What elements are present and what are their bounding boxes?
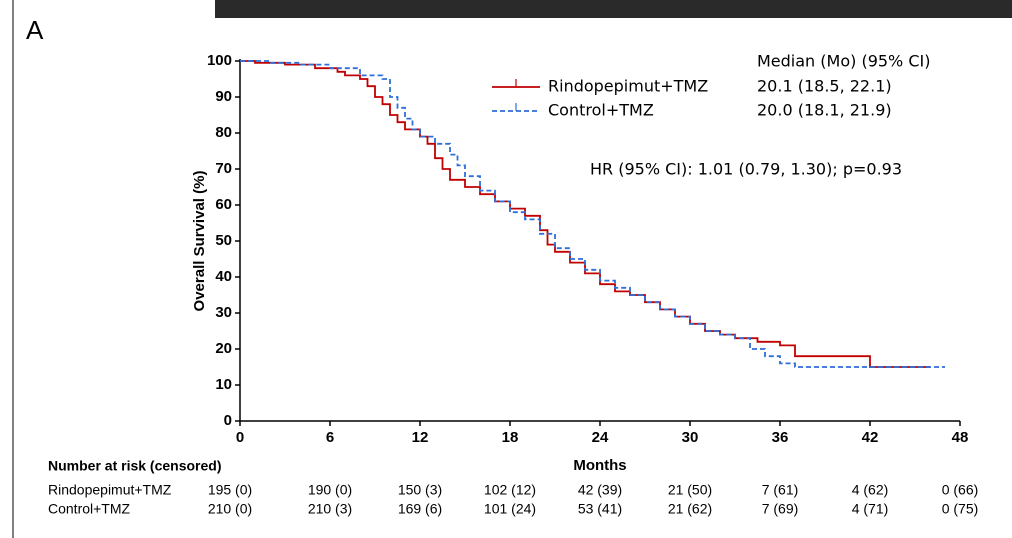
y-tick-label: 40 [215, 268, 232, 285]
risk-value: 21 (62) [668, 501, 712, 517]
risk-value: 190 (0) [308, 482, 352, 498]
y-tick-label: 80 [215, 124, 232, 141]
risk-value: 53 (41) [578, 501, 622, 517]
risk-value: 0 (66) [942, 482, 979, 498]
risk-value: 0 (75) [942, 501, 979, 517]
y-tick-label: 10 [215, 376, 232, 393]
risk-value: 150 (3) [398, 482, 442, 498]
x-tick-label: 48 [952, 429, 969, 446]
image-strip [215, 0, 1012, 18]
y-axis-label: Overall Survival (%) [191, 171, 208, 312]
x-axis-label: Months [573, 457, 626, 474]
y-tick-label: 30 [215, 304, 232, 321]
x-tick-label: 18 [502, 429, 519, 446]
legend-median: 20.1 (18.5, 22.1) [757, 77, 892, 96]
survival-curve [240, 60, 945, 368]
annotation: HR (95% CI): 1.01 (0.79, 1.30); p=0.93 [590, 160, 902, 179]
risk-value: 7 (61) [762, 482, 799, 498]
x-tick-label: 36 [772, 429, 789, 446]
risk-value: 102 (12) [484, 482, 536, 498]
x-tick-label: 24 [592, 429, 609, 446]
risk-value: 101 (24) [484, 501, 536, 517]
y-tick-label: 50 [215, 232, 232, 249]
risk-value: 4 (62) [852, 482, 889, 498]
risk-table-title: Number at risk (censored) [48, 458, 222, 474]
y-tick-label: 60 [215, 196, 232, 213]
risk-value: 7 (69) [762, 501, 799, 517]
y-tick-label: 0 [224, 412, 232, 429]
legend-header: Median (Mo) (95% CI) [757, 52, 930, 71]
legend-median: 20.0 (18.1, 21.9) [757, 101, 892, 120]
x-tick-label: 12 [412, 429, 429, 446]
y-tick-label: 100 [207, 52, 232, 69]
risk-value: 210 (3) [308, 501, 352, 517]
y-tick-label: 70 [215, 160, 232, 177]
x-tick-label: 30 [682, 429, 699, 446]
legend-label: Rindopepimut+TMZ [548, 77, 708, 96]
risk-value: 4 (71) [852, 501, 889, 517]
risk-value: 42 (39) [578, 482, 622, 498]
x-tick-label: 42 [862, 429, 879, 446]
risk-row-label: Rindopepimut+TMZ [48, 482, 172, 498]
risk-value: 169 (6) [398, 501, 442, 517]
x-tick-label: 0 [236, 429, 244, 446]
risk-row-label: Control+TMZ [48, 501, 131, 517]
x-tick-label: 6 [326, 429, 334, 446]
y-tick-label: 20 [215, 340, 232, 357]
y-tick-label: 90 [215, 88, 232, 105]
legend-label: Control+TMZ [548, 101, 654, 120]
panel-label: A [26, 15, 44, 45]
risk-value: 210 (0) [208, 501, 252, 517]
risk-value: 195 (0) [208, 482, 252, 498]
page-bg [0, 0, 215, 18]
risk-value: 21 (50) [668, 482, 712, 498]
